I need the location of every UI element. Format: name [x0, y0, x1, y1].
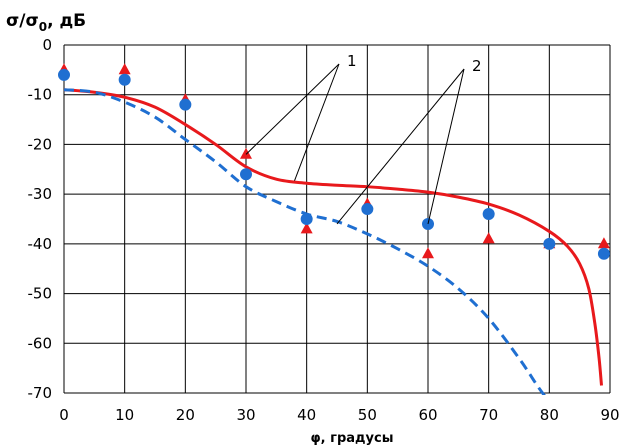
series-layer — [63, 88, 604, 395]
y-tick-label: -70 — [28, 384, 53, 402]
x-tick-label: 30 — [236, 406, 255, 424]
circle-marker — [300, 213, 313, 225]
x-tick-label: 60 — [418, 406, 437, 424]
circle-marker — [361, 203, 374, 216]
x-tick-label: 0 — [59, 406, 69, 424]
circle-marker — [543, 237, 556, 250]
x-tick-label: 90 — [600, 406, 619, 424]
y-tick-label: -60 — [28, 334, 53, 352]
triangle-marker — [482, 232, 495, 244]
markers-layer — [58, 63, 610, 260]
triangle-marker — [240, 147, 252, 159]
blue-dashed-curve — [63, 88, 546, 395]
triangle-marker — [118, 63, 131, 75]
callout-label-2: 2 — [472, 57, 482, 75]
y-tick-label: -40 — [28, 235, 53, 253]
x-tick-label: 80 — [540, 406, 559, 424]
triangle-marker — [422, 247, 434, 259]
x-tick-label: 40 — [297, 406, 316, 424]
callout-line — [245, 63, 340, 155]
circle-marker — [118, 73, 131, 86]
tick-labels: 0 10 20 30 40 50 60 70 80 90 0 -10 -20 -30 -40 -50 -60 -7… — [28, 36, 620, 424]
circle-marker — [179, 98, 192, 111]
grid — [63, 44, 611, 394]
circle-marker — [597, 247, 610, 260]
callout-label-1: 1 — [347, 52, 357, 70]
triangle-marker — [597, 237, 610, 249]
y-tick-label: -20 — [28, 135, 53, 153]
circle-marker — [482, 208, 495, 221]
callout-line — [336, 68, 465, 225]
red-curve — [63, 88, 604, 386]
x-tick-label: 70 — [479, 406, 498, 424]
x-tick-label: 10 — [115, 406, 134, 424]
circle-marker — [240, 168, 252, 181]
y-tick-label: -50 — [28, 285, 53, 303]
y-tick-label: -10 — [28, 86, 53, 104]
y-tick-label: 0 — [42, 36, 52, 54]
x-tick-label: 50 — [358, 406, 377, 424]
y-tick-label: -30 — [28, 185, 53, 203]
x-tick-label: 20 — [176, 406, 195, 424]
callout-line — [427, 68, 465, 225]
y-axis-label: σ/σ0, дБ — [6, 11, 86, 34]
x-axis-label: φ, градусы — [311, 431, 394, 446]
callout-line — [294, 63, 340, 181]
circle-marker — [58, 68, 70, 81]
triangle-marker — [300, 222, 313, 234]
